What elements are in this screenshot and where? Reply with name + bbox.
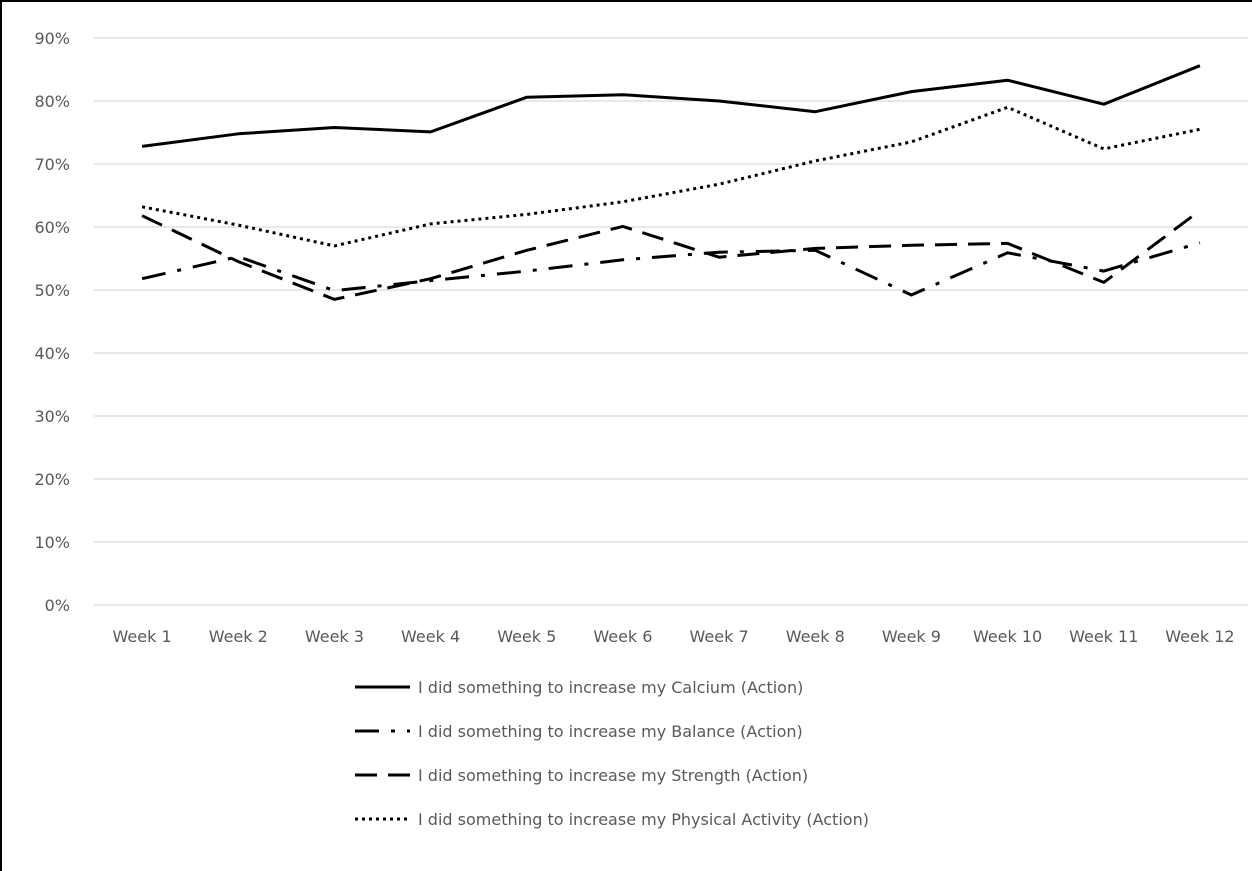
x-tick-label: Week 9 — [882, 627, 941, 646]
x-tick-label: Week 1 — [113, 627, 172, 646]
legend-label: I did something to increase my Calcium (… — [418, 678, 803, 697]
series-lines — [141, 64, 1201, 301]
legend-label: I did something to increase my Strength … — [418, 766, 808, 785]
y-tick-label: 60% — [34, 218, 70, 237]
y-tick-label: 50% — [34, 281, 70, 300]
x-tick-label: Week 8 — [786, 627, 845, 646]
y-tick-label: 30% — [34, 407, 70, 426]
x-tick-label: Week 6 — [593, 627, 652, 646]
y-tick-label: 10% — [34, 533, 70, 552]
series-line-2 — [141, 241, 1201, 297]
legend-label: I did something to increase my Physical … — [418, 810, 869, 829]
y-tick-label: 20% — [34, 470, 70, 489]
y-tick-label: 40% — [34, 344, 70, 363]
y-axis-tick-labels: 0% 10% 20% 30% 40% 50% 60% 70% 80% 90% — [34, 29, 70, 615]
series-line-1 — [141, 64, 1201, 148]
x-tick-label: Week 2 — [209, 627, 268, 646]
legend: I did something to increase my Calcium (… — [355, 678, 869, 829]
x-tick-label: Week 4 — [401, 627, 460, 646]
x-tick-label: Week 3 — [305, 627, 364, 646]
x-tick-label: Week 12 — [1165, 627, 1234, 646]
gridlines — [94, 37, 1248, 606]
x-tick-label: Week 5 — [497, 627, 556, 646]
x-tick-label: Week 7 — [690, 627, 749, 646]
x-tick-label: Week 11 — [1069, 627, 1138, 646]
legend-label: I did something to increase my Balance (… — [418, 722, 803, 741]
y-tick-label: 90% — [34, 29, 70, 48]
x-axis-tick-labels: Week 1 Week 2 Week 3 Week 4 Week 5 Week 6 Week… — [113, 627, 1235, 646]
x-tick-label: Week 10 — [973, 627, 1042, 646]
y-tick-label: 0% — [45, 596, 70, 615]
y-tick-label: 70% — [34, 155, 70, 174]
y-tick-label: 80% — [34, 92, 70, 111]
